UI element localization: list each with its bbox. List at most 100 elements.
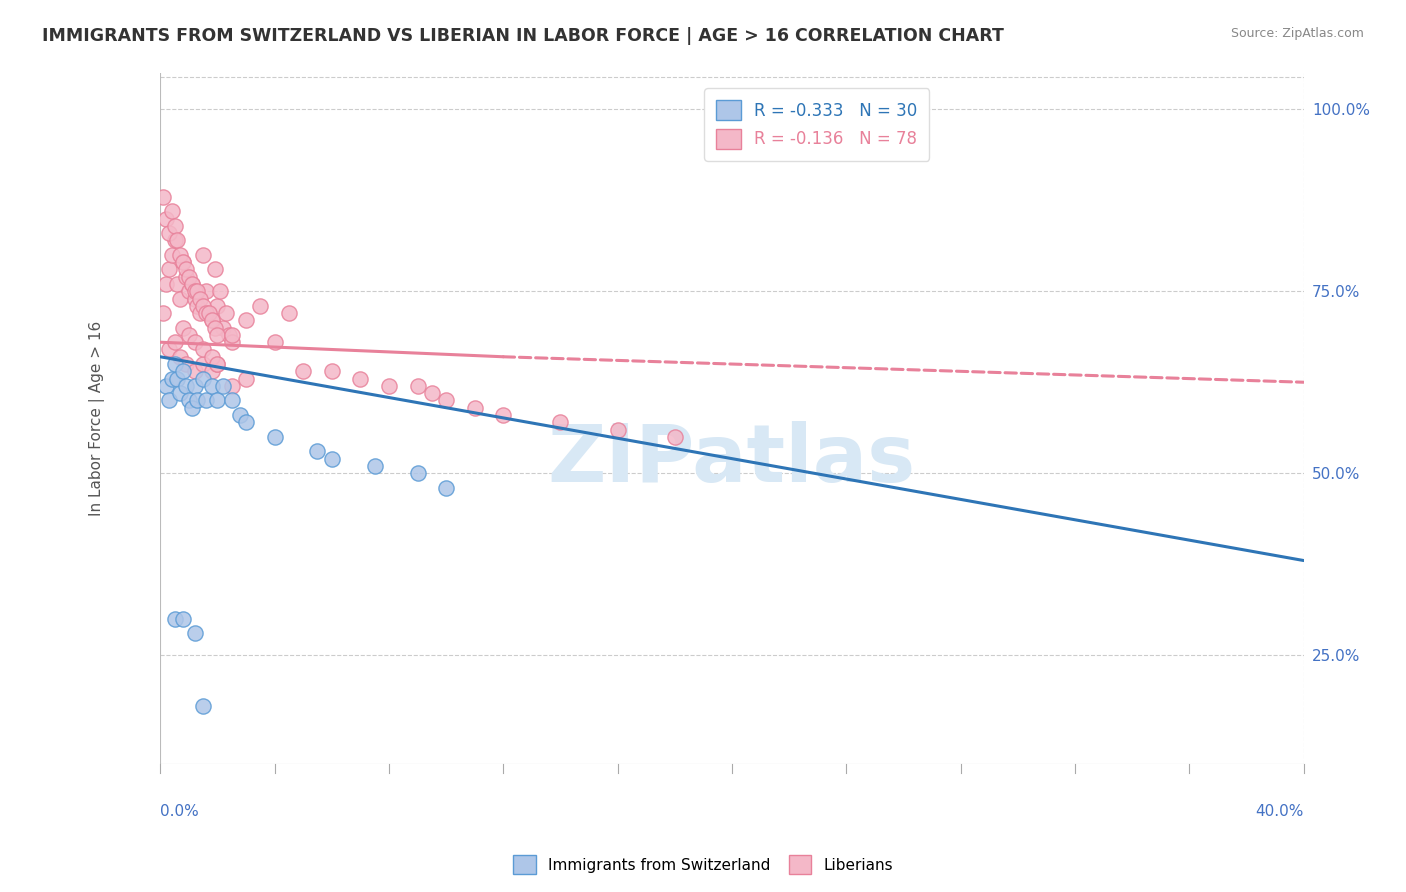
Point bbox=[235, 415, 257, 429]
Point bbox=[229, 408, 252, 422]
Point bbox=[218, 327, 240, 342]
Point bbox=[349, 371, 371, 385]
Point bbox=[434, 481, 457, 495]
Point bbox=[163, 233, 186, 247]
Point bbox=[191, 357, 214, 371]
Legend: R = -0.333   N = 30, R = -0.136   N = 78: R = -0.333 N = 30, R = -0.136 N = 78 bbox=[704, 88, 929, 161]
Point bbox=[664, 430, 686, 444]
Point bbox=[155, 211, 177, 226]
Point bbox=[321, 451, 343, 466]
Point bbox=[434, 393, 457, 408]
Point bbox=[177, 327, 200, 342]
Point bbox=[183, 364, 205, 378]
Point bbox=[492, 408, 515, 422]
Point bbox=[174, 269, 197, 284]
Point bbox=[215, 306, 238, 320]
Point bbox=[207, 357, 229, 371]
Point bbox=[163, 219, 186, 233]
Point bbox=[177, 285, 200, 299]
Point bbox=[169, 386, 191, 401]
Point bbox=[174, 357, 197, 371]
Point bbox=[152, 189, 174, 203]
Point bbox=[195, 306, 218, 320]
Point bbox=[172, 255, 194, 269]
Point bbox=[157, 226, 180, 240]
Point bbox=[201, 364, 224, 378]
Point bbox=[186, 299, 208, 313]
Text: IMMIGRANTS FROM SWITZERLAND VS LIBERIAN IN LABOR FORCE | AGE > 16 CORRELATION CH: IMMIGRANTS FROM SWITZERLAND VS LIBERIAN … bbox=[42, 27, 1004, 45]
Point bbox=[191, 299, 214, 313]
Point bbox=[277, 306, 299, 320]
Point bbox=[406, 466, 429, 480]
Point bbox=[221, 335, 243, 350]
Point bbox=[180, 401, 202, 415]
Point bbox=[177, 393, 200, 408]
Point bbox=[201, 350, 224, 364]
Point bbox=[235, 313, 257, 327]
Point bbox=[152, 306, 174, 320]
Point bbox=[183, 626, 205, 640]
Point bbox=[163, 357, 186, 371]
Legend: Immigrants from Switzerland, Liberians: Immigrants from Switzerland, Liberians bbox=[506, 849, 900, 880]
Point bbox=[174, 262, 197, 277]
Point bbox=[166, 371, 188, 385]
Point bbox=[378, 379, 401, 393]
Point bbox=[188, 306, 211, 320]
Point bbox=[157, 262, 180, 277]
Point bbox=[207, 357, 229, 371]
Point bbox=[183, 379, 205, 393]
Point bbox=[160, 204, 183, 219]
Point bbox=[606, 423, 628, 437]
Point bbox=[207, 299, 229, 313]
Text: Source: ZipAtlas.com: Source: ZipAtlas.com bbox=[1230, 27, 1364, 40]
Point bbox=[263, 430, 285, 444]
Point bbox=[163, 335, 186, 350]
Point bbox=[292, 364, 315, 378]
Point bbox=[169, 248, 191, 262]
Point bbox=[157, 343, 180, 357]
Point bbox=[191, 343, 214, 357]
Point bbox=[183, 292, 205, 306]
Point bbox=[191, 248, 214, 262]
Point bbox=[420, 386, 443, 401]
Point bbox=[172, 364, 194, 378]
Point bbox=[464, 401, 486, 415]
Point bbox=[221, 327, 243, 342]
Point bbox=[249, 299, 271, 313]
Point bbox=[204, 262, 226, 277]
Point bbox=[180, 277, 202, 291]
Point bbox=[155, 379, 177, 393]
Point bbox=[307, 444, 329, 458]
Point bbox=[235, 371, 257, 385]
Text: 0.0%: 0.0% bbox=[160, 805, 200, 819]
Point bbox=[207, 393, 229, 408]
Point bbox=[172, 612, 194, 626]
Point bbox=[188, 292, 211, 306]
Point bbox=[550, 415, 572, 429]
Text: 40.0%: 40.0% bbox=[1256, 805, 1303, 819]
Point bbox=[212, 320, 235, 334]
Point bbox=[212, 379, 235, 393]
Point bbox=[198, 306, 221, 320]
Text: In Labor Force | Age > 16: In Labor Force | Age > 16 bbox=[90, 321, 105, 516]
Point bbox=[198, 306, 221, 320]
Point bbox=[160, 371, 183, 385]
Point bbox=[186, 285, 208, 299]
Point bbox=[163, 612, 186, 626]
Point bbox=[195, 285, 218, 299]
Point bbox=[201, 313, 224, 327]
Point bbox=[406, 379, 429, 393]
Point bbox=[160, 248, 183, 262]
Point bbox=[180, 277, 202, 291]
Point bbox=[363, 458, 385, 473]
Point bbox=[169, 350, 191, 364]
Point bbox=[172, 255, 194, 269]
Point bbox=[166, 277, 188, 291]
Point bbox=[174, 379, 197, 393]
Point bbox=[207, 327, 229, 342]
Point bbox=[172, 320, 194, 334]
Point bbox=[183, 285, 205, 299]
Point bbox=[195, 393, 218, 408]
Point bbox=[186, 393, 208, 408]
Text: ZIPatlas: ZIPatlas bbox=[548, 421, 917, 500]
